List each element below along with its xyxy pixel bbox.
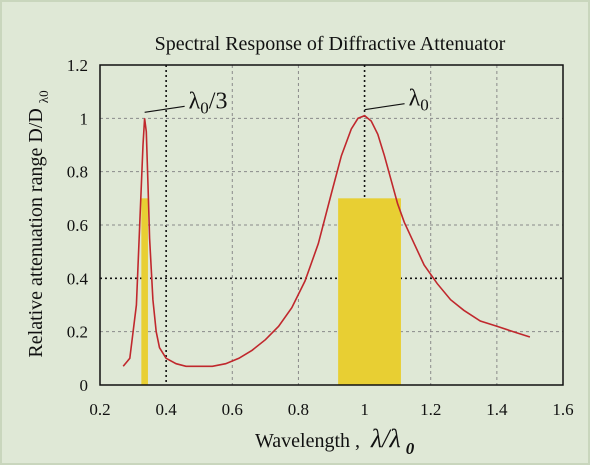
- y-tick-label: 0: [80, 376, 89, 395]
- y-ticks: 0 0.2 0.4 0.6 0.8 1 1.2: [67, 56, 89, 395]
- x-tick-label: 1.4: [486, 400, 508, 419]
- response-curve: [123, 116, 530, 367]
- annotation-lambda0-over-3: λ0/3: [189, 88, 228, 117]
- passband-bar: [338, 198, 401, 385]
- annotation-leader: [145, 106, 185, 112]
- plot-frame: [100, 65, 563, 385]
- annotation-lambda0: λ0: [409, 86, 429, 115]
- y-tick-label: 1.2: [67, 56, 88, 75]
- annotations: λ0/3 λ0: [145, 86, 429, 118]
- x-axis-label: Wavelength , λ/λ 0: [255, 424, 415, 458]
- bars: [141, 198, 401, 385]
- y-tick-label: 0.6: [67, 216, 88, 235]
- chart-title: Spectral Response of Diffractive Attenua…: [155, 33, 506, 55]
- grid: [100, 65, 563, 385]
- x-tick-label: 0.6: [222, 400, 243, 419]
- x-ticks: 0.2 0.4 0.6 0.8 1 1.2 1.4 1.6: [89, 400, 573, 419]
- y-axis-label-sub: λ0: [36, 90, 51, 103]
- x-tick-label: 0.2: [89, 400, 110, 419]
- x-axis-label-math: λ/λ: [370, 424, 401, 453]
- x-axis-label-sub: 0: [406, 439, 415, 458]
- y-axis-label: Relative attenuation range D/D λ0: [25, 90, 51, 357]
- y-tick-label: 0.8: [67, 163, 88, 182]
- y-tick-label: 0.4: [67, 269, 89, 288]
- y-tick-label: 1: [80, 109, 89, 128]
- y-axis-label-main: Relative attenuation range D/D: [25, 108, 47, 357]
- annotation-leader: [365, 104, 405, 110]
- series-lines: [123, 116, 530, 367]
- x-tick-label: 1.6: [552, 400, 573, 419]
- x-tick-label: 0.8: [288, 400, 309, 419]
- x-tick-label: 1: [360, 400, 369, 419]
- x-tick-label: 0.4: [156, 400, 178, 419]
- y-tick-label: 0.2: [67, 323, 88, 342]
- passband-bar: [141, 198, 148, 385]
- x-tick-label: 1.2: [420, 400, 441, 419]
- x-axis-label-prefix: Wavelength ,: [255, 430, 360, 452]
